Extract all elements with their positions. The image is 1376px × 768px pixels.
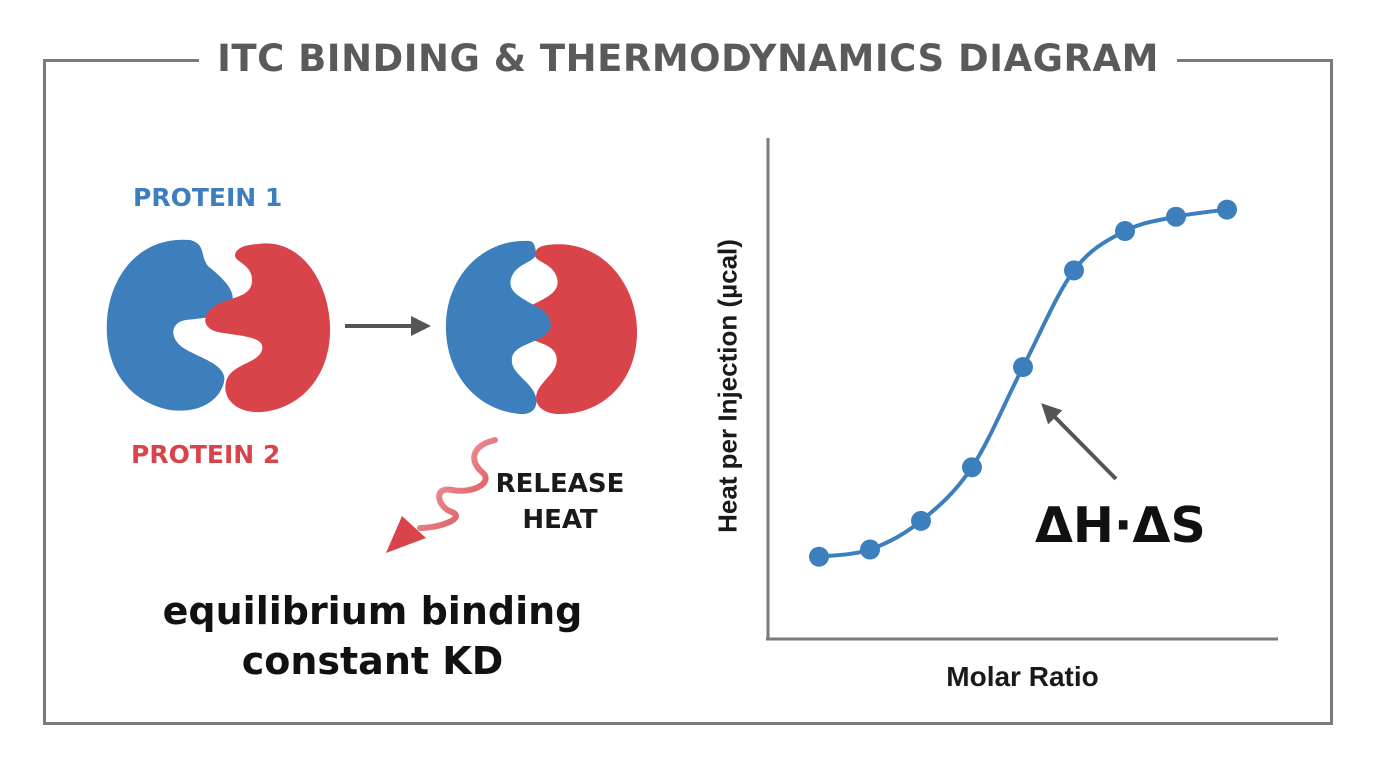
release-heat-label: RELEASE HEAT (480, 466, 640, 538)
data-point-8 (1166, 206, 1186, 227)
complex-protein1-shape (445, 240, 551, 415)
protein2-shape (205, 243, 331, 413)
data-point-9 (1217, 199, 1237, 220)
separated-proteins (106, 239, 331, 413)
kd-caption: equilibrium binding constant KD (162, 589, 583, 683)
data-point-6 (1064, 260, 1084, 281)
release-heat-line2: HEAT (522, 505, 598, 535)
protein2-label: PROTEIN 2 (131, 440, 281, 469)
y-axis-label: Heat per Injection (µcal) (712, 239, 743, 533)
itc-chart (766, 138, 1278, 641)
diagram-title: ITC BINDING & THERMODYNAMICS DIAGRAM (199, 36, 1177, 82)
x-axis-label: Molar Ratio (946, 661, 1099, 692)
thermo-annotation: ΔH·ΔS (1035, 497, 1206, 554)
protein-complex (445, 240, 638, 415)
heat-release-arrow (386, 437, 498, 553)
data-point-1 (809, 546, 829, 567)
data-point-4 (962, 457, 982, 478)
complex-protein2-shape (515, 244, 638, 414)
data-point-3 (911, 510, 931, 531)
data-point-5 (1013, 357, 1033, 378)
annotation-arrow (1041, 403, 1118, 481)
protein1-shape (106, 239, 233, 411)
data-point-2 (860, 539, 880, 560)
release-heat-line1: RELEASE (495, 469, 625, 499)
protein1-label: PROTEIN 1 (133, 183, 283, 212)
title-bar: ITC BINDING & THERMODYNAMICS DIAGRAM (0, 36, 1376, 82)
data-point-7 (1115, 221, 1135, 242)
